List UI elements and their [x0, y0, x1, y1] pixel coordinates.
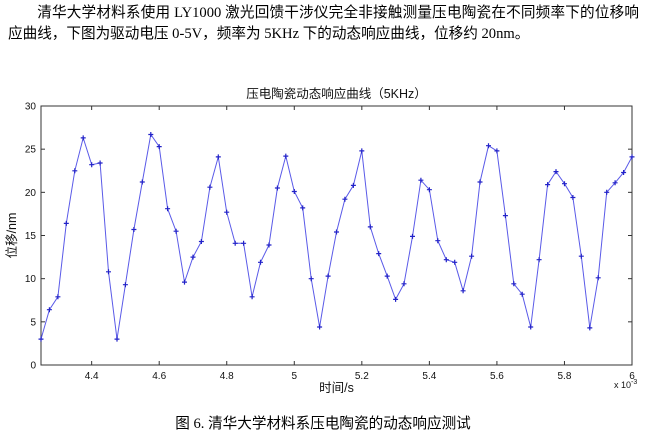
x-tick-label: 5.4: [422, 371, 436, 382]
chart-title: 压电陶瓷动态响应曲线（5KHz）: [246, 86, 427, 101]
figure-caption: 图 6. 清华大学材料系压电陶瓷的动态响应测试: [175, 416, 471, 432]
intro-paragraph: 清华大学材料系使用 LY1000 激光回馈干涉仪完全非接触测量压电陶瓷在不同频率…: [8, 5, 639, 42]
x-tick-label: 4.6: [152, 371, 166, 382]
x-tick-label: 5: [292, 371, 298, 382]
y-tick-label: 5: [30, 317, 36, 328]
y-tick-label: 30: [25, 102, 37, 113]
figure-container: 4.4 4.6 4.8 5 5.2 5.4 5.6 5.8 6 0 5 10 15 20 25 30 压电陶瓷动…: [0, 82, 646, 412]
plot-box: [40, 105, 633, 366]
y-tick-label: 20: [25, 188, 37, 199]
x-axis-label: 时间/s: [319, 381, 354, 395]
y-tick-label: 0: [30, 361, 36, 372]
dynamic-response-chart: 4.4 4.6 4.8 5 5.2 5.4 5.6 5.8 6 0 5 10 15 20 25 30 压电陶瓷动…: [4, 86, 637, 395]
y-tick-label: 10: [25, 274, 37, 285]
data-markers: [38, 132, 635, 342]
y-tick-label: 25: [25, 145, 37, 156]
y-axis-label: 位移/nm: [4, 213, 19, 259]
x-tick-label: 5.2: [355, 371, 369, 382]
x-tick-label: 5.6: [490, 371, 504, 382]
data-line: [40, 133, 633, 340]
x-tick-label: 6: [629, 371, 635, 382]
x-axis-exponent: x 10-3: [614, 379, 637, 390]
x-tick-label: 4.8: [220, 371, 234, 382]
x-tick-label: 4.4: [85, 371, 99, 382]
y-tick-label: 15: [25, 231, 37, 242]
x-tick-label: 5.8: [558, 371, 572, 382]
